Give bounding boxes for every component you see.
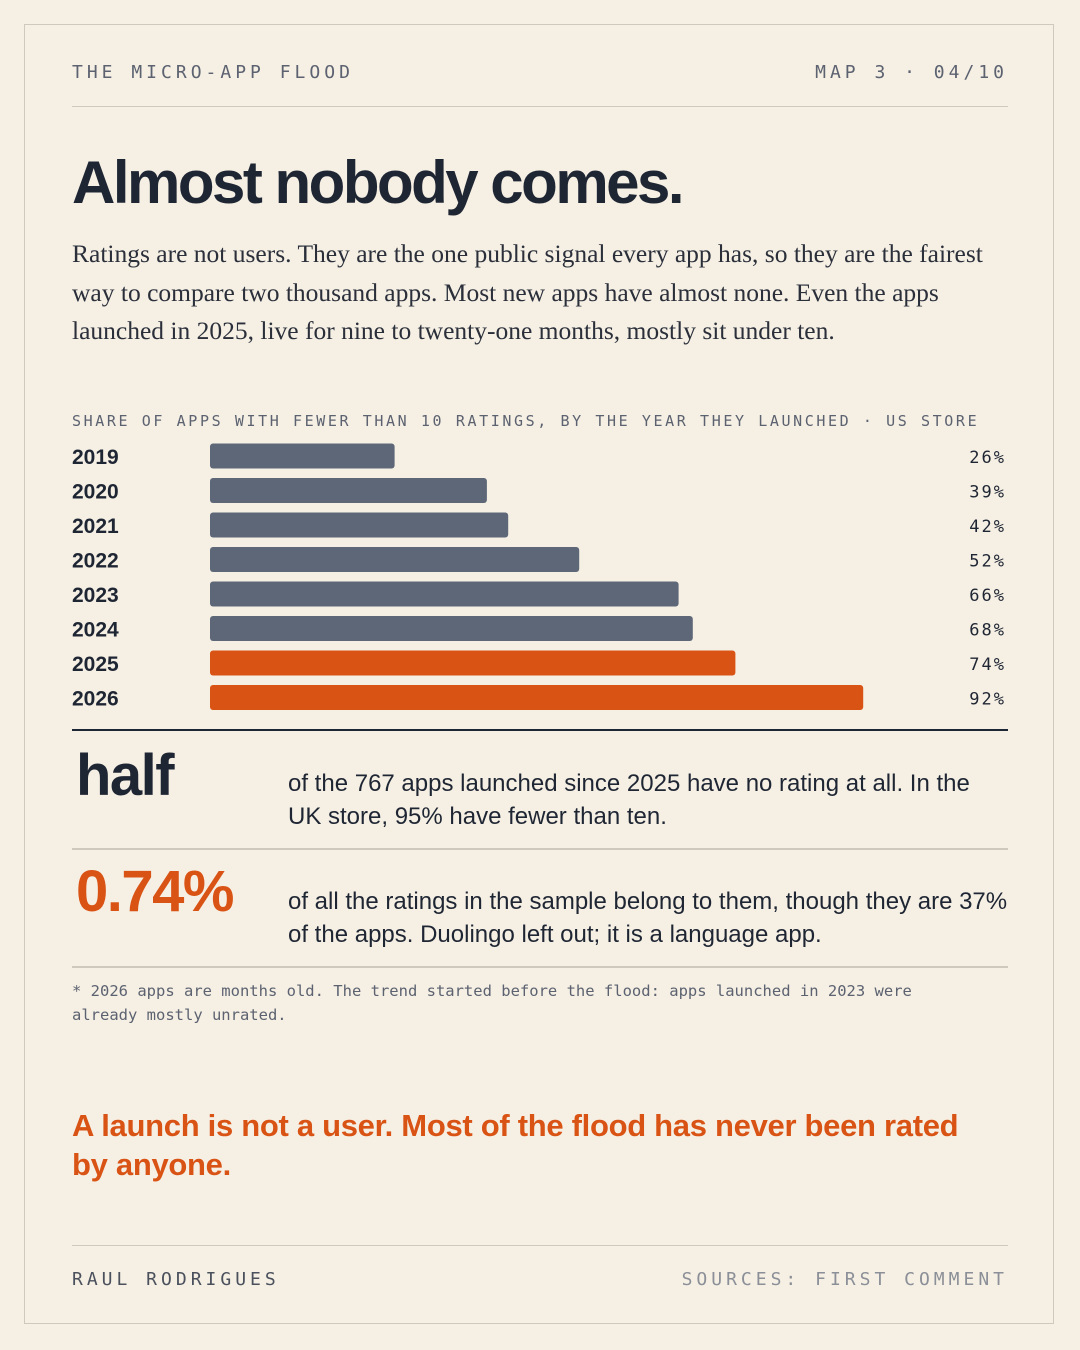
bar (210, 581, 679, 607)
header: THE MICRO-APP FLOOD MAP 3 · 04/10 (72, 62, 1008, 107)
footer: RAUL RODRIGUES SOURCES: FIRST COMMENT (72, 1245, 1008, 1290)
category-label: 2025 (72, 653, 119, 676)
category-label: 2023 (72, 584, 119, 607)
bar (210, 650, 736, 676)
stat-value-ratings-share: 0.74% (76, 859, 234, 924)
chart-title: SHARE OF APPS WITH FEWER THAN 10 RATINGS… (72, 412, 980, 430)
value-label: 39% (969, 483, 1006, 503)
category-label: 2019 (72, 446, 119, 469)
page-title: Almost nobody comes. (72, 149, 685, 216)
bar (210, 547, 580, 572)
value-label: 92% (969, 690, 1006, 710)
bar (210, 443, 395, 469)
value-label: 68% (969, 621, 1006, 641)
stat-value-half: half (76, 743, 175, 808)
page-marker: MAP 3 · 04/10 (815, 62, 1008, 83)
category-label: 2022 (72, 550, 119, 573)
divider (72, 729, 1008, 731)
bar-chart: 2019 26% 2020 39% 2021 42% 2022 52% 2023 66% 2024 6… (72, 443, 1006, 711)
category-label: 2020 (72, 481, 119, 504)
value-label: 26% (969, 448, 1006, 468)
series-title: THE MICRO-APP FLOOD (72, 62, 354, 83)
bar (210, 512, 509, 538)
category-label: 2024 (72, 619, 119, 642)
value-label: 52% (969, 552, 1006, 572)
category-label: 2021 (72, 515, 119, 538)
value-label: 42% (969, 517, 1006, 537)
category-label: 2026 (72, 688, 119, 711)
intro-paragraph: Ratings are not users. They are the one … (72, 239, 983, 345)
stat-text-half: of the 767 apps launched since 2025 have… (288, 770, 970, 830)
bar (210, 685, 864, 710)
divider (72, 966, 1008, 968)
sources-note: SOURCES: FIRST COMMENT (681, 1269, 1008, 1290)
value-label: 74% (969, 655, 1006, 675)
page-frame (24, 24, 1054, 1324)
value-label: 66% (969, 586, 1006, 606)
author: RAUL RODRIGUES (72, 1269, 280, 1290)
stat-text-ratings-share: of all the ratings in the sample belong … (288, 888, 1008, 948)
divider (72, 848, 1008, 850)
footnote: * 2026 apps are months old. The trend st… (72, 982, 912, 1024)
conclusion: A launch is not a user. Most of the floo… (72, 1108, 959, 1182)
bar (210, 616, 693, 641)
bar (210, 478, 487, 503)
